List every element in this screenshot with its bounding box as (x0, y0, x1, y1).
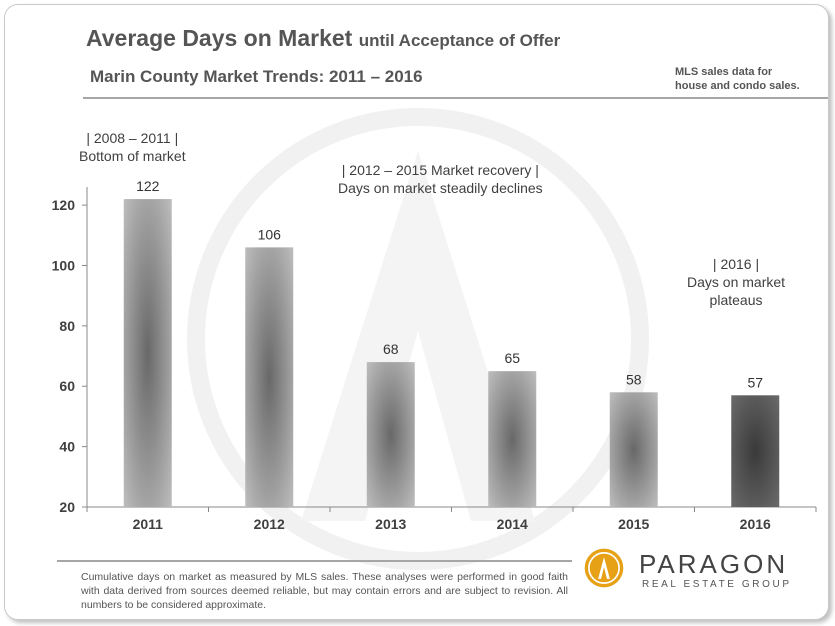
data-label-2011: 122 (136, 178, 160, 194)
disclaimer-text: Cumulative days on market as measured by… (81, 571, 568, 611)
bar-2014 (488, 371, 537, 507)
source-note: MLS sales data for house and condo sales… (675, 65, 825, 93)
data-label-2016: 57 (747, 374, 763, 390)
annotation-3-line3: plateaus (709, 292, 763, 308)
x-tick-label-2015: 2015 (618, 516, 649, 532)
bar-2015 (609, 392, 658, 507)
bar-chart: 20 40 60 80 100 120 122 2011 106 2012 68 2013 65 201… (52, 178, 817, 532)
y-tick-label: 20 (59, 499, 75, 515)
data-label-2012: 106 (258, 226, 282, 242)
x-tick-label-2014: 2014 (497, 516, 528, 532)
chart-subtitle: Marin County Market Trends: 2011 – 2016 (90, 67, 423, 86)
x-tick-label-2016: 2016 (740, 516, 771, 532)
logo-name: PARAGON (639, 549, 789, 579)
bar-2016 (731, 395, 780, 507)
chart-labels: 122 2011 106 2012 68 2013 65 2014 58 2015 57 2016 (133, 178, 771, 532)
annotation-2-line2: Days on market steadily declines (338, 180, 543, 196)
y-tick-label: 80 (59, 318, 75, 334)
x-tick-label-2011: 2011 (133, 516, 164, 532)
footer-divider (57, 560, 572, 562)
bar-2013 (366, 362, 415, 507)
bar-2011 (123, 199, 172, 507)
logo-gold-circle (584, 548, 624, 588)
x-tick-label-2012: 2012 (254, 516, 285, 532)
x-tick-label-2013: 2013 (375, 516, 406, 532)
source-note-line1: MLS sales data for (675, 66, 773, 78)
data-label-2013: 68 (383, 341, 399, 357)
annotation-3-line1: | 2016 | (712, 256, 760, 272)
source-note-line2: house and condo sales. (675, 80, 800, 92)
annotation-market-recovery: | 2012 – 2015 Market recovery | Days on … (338, 161, 543, 197)
annotation-bottom-of-market: | 2008 – 2011 | Bottom of market (79, 129, 186, 165)
data-label-2014: 65 (504, 350, 520, 366)
y-tick-label: 120 (52, 197, 76, 213)
chart-title: Average Days on Market until Acceptance … (86, 25, 560, 52)
y-tick-label: 100 (52, 257, 76, 273)
slide-frame: Average Days on Market until Acceptance … (4, 4, 829, 620)
annotation-1-line2: Bottom of market (79, 148, 186, 164)
paragon-logo-icon (584, 548, 624, 588)
chart-axes: 20 40 60 80 100 120 (52, 187, 817, 515)
logo-subtitle: REAL ESTATE GROUP (642, 579, 792, 590)
annotation-3-line2: Days on market (687, 274, 786, 290)
annotation-1-line1: | 2008 – 2011 | (86, 130, 179, 146)
chart-bars (123, 199, 780, 507)
y-tick-label: 60 (59, 378, 75, 394)
header-divider (83, 97, 828, 99)
data-label-2015: 58 (626, 371, 642, 387)
bar-2012 (245, 247, 294, 507)
title-main: Average Days on Market (86, 25, 353, 51)
title-suffix: until Acceptance of Offer (358, 31, 561, 50)
y-tick-label: 40 (59, 439, 75, 455)
annotation-plateau: | 2016 | Days on market plateaus (687, 255, 785, 309)
annotation-2-line1: | 2012 – 2015 Market recovery | (341, 162, 539, 178)
